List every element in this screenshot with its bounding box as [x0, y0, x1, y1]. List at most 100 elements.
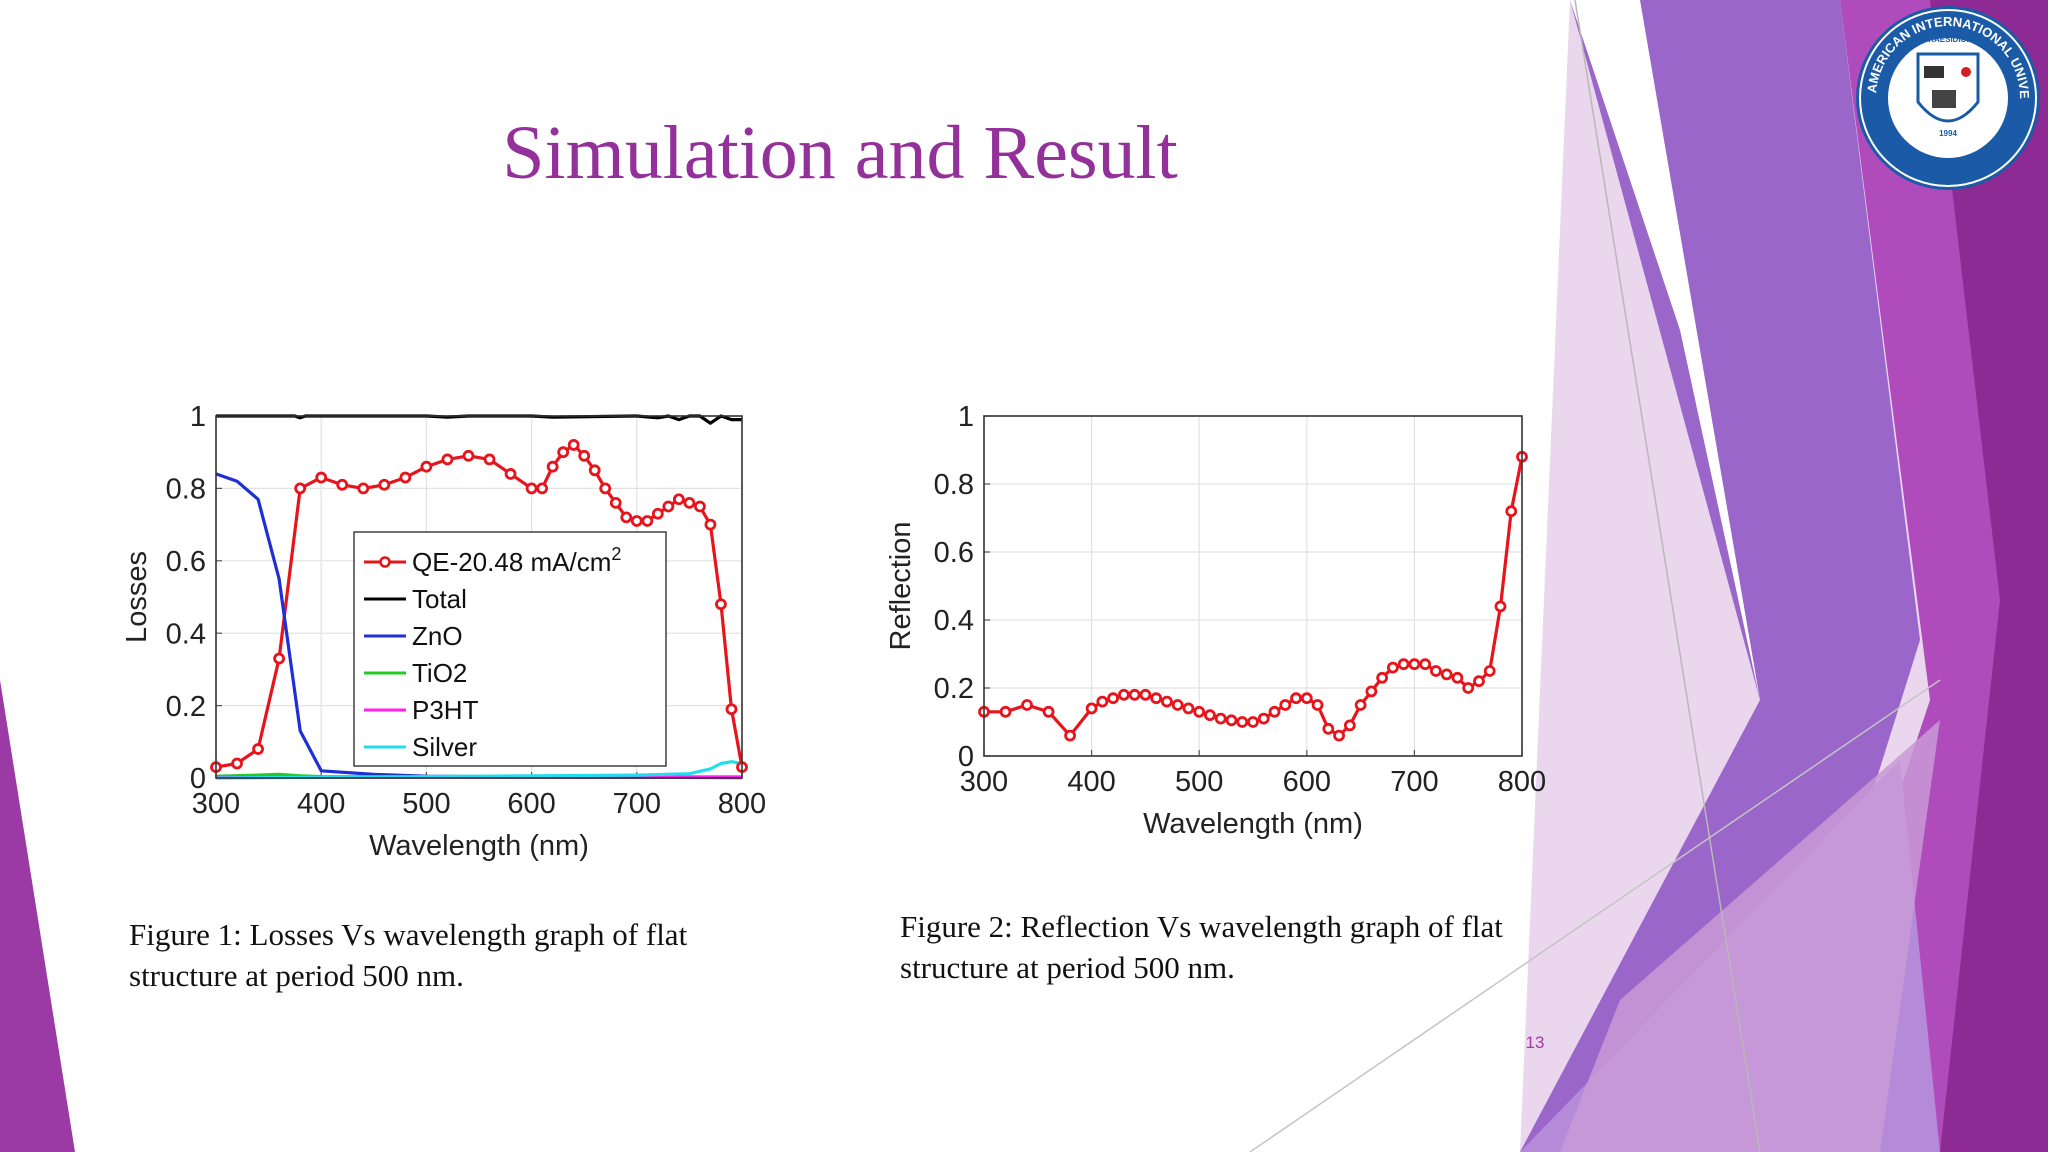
y-tick-label: 1	[958, 401, 974, 433]
y-tick-label: 0.2	[166, 691, 206, 723]
x-tick-label: 500	[402, 788, 450, 820]
data-point	[1139, 688, 1152, 701]
data-point	[546, 460, 559, 473]
data-point	[578, 449, 591, 462]
x-tick-label: 500	[1175, 766, 1223, 798]
figure2-caption-line1: Figure 2: Reflection Vs wavelength graph…	[900, 909, 1503, 944]
legend-label: ZnO	[412, 621, 463, 651]
data-point	[1150, 692, 1163, 705]
data-point	[1107, 692, 1120, 705]
figure1-caption-line2: structure at period 500 nm.	[129, 958, 464, 993]
data-point	[1386, 661, 1399, 674]
data-point	[1473, 675, 1485, 688]
data-point	[1117, 688, 1130, 701]
svg-text:1994: 1994	[1939, 129, 1957, 138]
data-point	[672, 493, 685, 506]
x-tick-label: 700	[1390, 766, 1438, 798]
data-point	[1408, 658, 1421, 671]
reflection-chart: 300 400 500 600 700 800 0 0.2 0.4 0.6 0.8 1 Waveleng…	[885, 401, 1546, 840]
y-tick-label: 0.4	[934, 605, 974, 637]
legend-label: Total	[412, 584, 467, 614]
y-tick-label: 1	[190, 401, 206, 433]
losses-chart: 300 400 500 600 700 800 0 0.2 0.4 0.6 0.8 1 Waveleng…	[121, 401, 766, 862]
data-point	[1354, 699, 1367, 711]
data-point	[1236, 716, 1249, 728]
data-point	[1257, 712, 1270, 725]
data-point	[1214, 712, 1227, 725]
left-purple-wedge	[0, 680, 75, 1152]
data-point	[1343, 719, 1356, 732]
y-axis-label: Reflection	[885, 522, 917, 651]
x-tick-label: 800	[718, 788, 766, 820]
y-tick-label: 0.2	[934, 673, 974, 705]
data-point	[620, 511, 633, 524]
data-point	[483, 453, 496, 466]
data-point	[1021, 699, 1033, 711]
data-point	[1085, 702, 1098, 715]
data-point	[1225, 714, 1238, 727]
data-point	[588, 464, 601, 477]
data-point	[1193, 705, 1206, 718]
x-tick-label: 400	[297, 788, 345, 820]
data-point	[504, 468, 517, 480]
data-point	[441, 453, 454, 466]
data-point	[1064, 729, 1076, 742]
data-point	[420, 460, 433, 473]
lower-pink-wedge	[1560, 720, 1940, 1152]
data-point	[294, 482, 307, 495]
data-point	[1440, 668, 1453, 681]
data-point	[651, 507, 664, 520]
data-point	[1365, 685, 1378, 698]
data-point	[1042, 705, 1055, 718]
y-tick-label: 0	[190, 763, 206, 795]
data-point	[1300, 692, 1313, 705]
data-point	[1397, 658, 1410, 671]
data-point	[525, 482, 538, 495]
right-dark-panel	[1930, 0, 2048, 1152]
y-tick-label: 0.8	[166, 474, 206, 506]
data-point	[1182, 702, 1195, 715]
data-point	[1322, 722, 1335, 735]
data-point	[252, 743, 264, 755]
legend-marker	[379, 556, 391, 568]
data-point	[336, 478, 349, 491]
data-point	[1171, 699, 1184, 711]
data-point	[1483, 665, 1496, 677]
data-point	[1128, 688, 1141, 701]
data-point	[641, 515, 654, 527]
x-tick-label: 300	[192, 788, 240, 820]
legend-label: P3HT	[412, 695, 479, 725]
data-point	[1505, 505, 1518, 518]
figure2-caption: Figure 2: Reflection Vs wavelength graph…	[900, 906, 1590, 988]
plot-area	[984, 416, 1522, 756]
data-point	[1430, 665, 1442, 677]
thin-line-2	[1249, 679, 1941, 1152]
legend-box	[353, 531, 667, 767]
data-point	[315, 471, 328, 484]
data-point	[704, 518, 717, 531]
data-point	[273, 652, 286, 665]
x-tick-label: 600	[1283, 766, 1331, 798]
slide-number: 13	[1525, 1033, 1545, 1052]
data-point	[378, 478, 391, 491]
legend-label: Silver	[412, 732, 477, 762]
x-tick-label: 400	[1067, 766, 1115, 798]
svg-text:PRAESIDIUM: PRAESIDIUM	[1923, 35, 1974, 44]
data-point	[567, 439, 580, 451]
university-logo: AMERICAN INTERNATIONAL UNIVERSITY BANGLA…	[1852, 2, 2040, 190]
data-point	[536, 482, 549, 495]
slide-title: Simulation and Result	[502, 111, 1178, 195]
x-axis-label: Wavelength (nm)	[369, 830, 589, 862]
y-axis-label: Losses	[121, 551, 153, 643]
data-point	[683, 496, 696, 509]
data-point	[999, 705, 1012, 718]
x-tick-label: 800	[1498, 766, 1546, 798]
data-point	[1451, 671, 1464, 684]
data-point	[725, 703, 738, 716]
data-point	[231, 757, 243, 770]
data-point	[1247, 716, 1259, 728]
legend-label-superscript: 2	[611, 544, 621, 564]
x-tick-label: 600	[507, 788, 555, 820]
data-point	[1311, 699, 1324, 711]
